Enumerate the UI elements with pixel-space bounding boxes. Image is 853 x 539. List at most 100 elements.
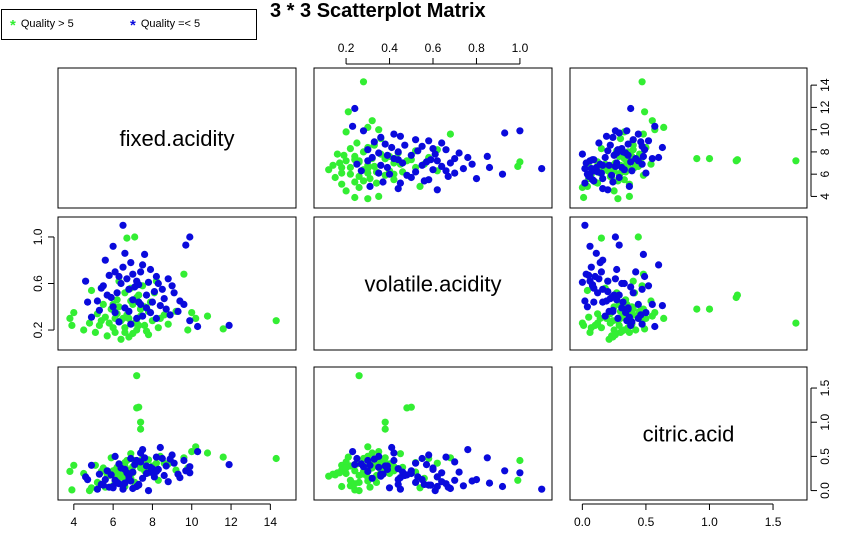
point-s1-63-r2c1: [353, 454, 361, 463]
point-s1-33-r2c0: [141, 454, 149, 462]
point-s1-3-r2c1: [501, 467, 509, 475]
point-s0-12-r0c2: [639, 130, 648, 138]
point-s1-29-r1c2: [601, 312, 609, 320]
bottom-tick-label-fixed.acidity-4: 12: [224, 515, 238, 529]
point-s1-56-r2c1: [485, 479, 494, 487]
point-s1-30-r0c1: [429, 166, 437, 174]
point-s1-56-r1c0: [121, 249, 129, 257]
point-s1-55-r0c1: [425, 137, 433, 145]
point-s0-39-r0c1: [346, 163, 354, 172]
point-s1-4-r0c1: [351, 104, 359, 113]
point-s1-42-r1c2: [583, 303, 592, 311]
panel-1-1: [313, 216, 553, 351]
point-s1-4-r1c0: [225, 321, 233, 329]
point-s0-21-r1c0: [85, 319, 94, 327]
point-s1-53-r0c1: [401, 141, 409, 149]
point-s0-5-r2c0: [135, 403, 143, 411]
point-s0-22-r0c1: [416, 182, 424, 190]
point-s1-18-r2c1: [451, 476, 459, 484]
point-s0-22-r1c2: [583, 286, 592, 295]
point-s0-68-r0c1: [333, 150, 341, 158]
point-s1-15-r0c2: [599, 185, 607, 193]
point-s0-54-r0c1: [331, 173, 339, 182]
point-s1-47-r1c0: [119, 263, 127, 271]
point-s1-3-r0c2: [615, 129, 623, 137]
point-s1-45-r1c0: [154, 279, 162, 288]
point-s1-41-r2c0: [150, 473, 158, 481]
point-s1-33-r1c0: [141, 250, 149, 258]
point-s1-48-r0c1: [364, 157, 372, 165]
point-s1-23-r1c0: [133, 277, 141, 285]
point-s0-10-r1c2: [660, 314, 668, 322]
point-s0-19-r0c1: [346, 170, 354, 178]
point-s1-26-r2c0: [162, 462, 170, 470]
bottom-tick-label-citric.acid-2: 1.0: [701, 515, 718, 529]
point-s1-34-r0c1: [388, 143, 396, 152]
point-s1-15-r0c1: [394, 185, 402, 193]
point-s1-32-r2c1: [468, 477, 476, 485]
point-s1-54-r1c0: [129, 270, 137, 278]
point-s1-62-r0c2: [614, 146, 622, 154]
point-s0-65-r2c0: [121, 459, 129, 467]
bottom-tick-label-fixed.acidity-0: 4: [70, 515, 77, 529]
point-s1-43-r0c1: [396, 179, 404, 187]
point-s1-52-r0c1: [357, 167, 365, 175]
point-s1-52-r2c1: [357, 460, 365, 468]
point-s1-16-r1c0: [87, 313, 96, 321]
point-s1-32-r1c0: [127, 259, 135, 267]
bottom-tick-label-fixed.acidity-2: 8: [149, 515, 156, 529]
point-s1-56-r1c2: [592, 249, 600, 257]
point-s1-48-r2c0: [133, 456, 141, 465]
point-s1-38-r1c0: [131, 283, 139, 291]
point-s1-8-r2c0: [158, 454, 166, 463]
point-s0-23-r1c0: [66, 314, 74, 322]
diagonal-label-volatile.acidity: volatile.acidity: [365, 272, 502, 297]
point-s1-19-r0c1: [442, 167, 450, 175]
point-s1-29-r2c0: [139, 474, 147, 482]
point-s0-58-r1c0: [117, 335, 125, 343]
point-s0-15-r2c1: [514, 476, 522, 484]
point-s1-58-r0c2: [595, 139, 603, 147]
point-s0-9-r2c0: [203, 449, 212, 457]
panel-1-2: [569, 216, 808, 351]
point-s0-55-r0c1: [340, 151, 348, 159]
point-s1-52-r1c0: [115, 318, 123, 326]
point-s1-27-r1c0: [170, 289, 178, 297]
panel-1-0: [57, 216, 297, 351]
point-s1-20-r2c1: [427, 481, 435, 489]
point-s1-5-r0c2: [651, 122, 659, 130]
point-s1-50-r2c1: [375, 463, 383, 471]
right-tick-label-fixed.acidity-4: 12: [818, 100, 832, 114]
point-s0-61-r1c0: [125, 333, 133, 341]
point-s1-18-r1c2: [597, 268, 606, 276]
point-s1-0-r2c1: [538, 485, 546, 493]
point-s0-38-r0c1: [355, 172, 363, 180]
point-s0-7-r0c1: [359, 78, 368, 86]
point-s0-12-r1c0: [180, 270, 188, 278]
diagonal-label-citric.acid: citric.acid: [643, 422, 735, 447]
point-s0-66-r1c0: [184, 326, 192, 334]
point-s1-36-r1c0: [113, 289, 121, 297]
point-s0-12-r0c1: [446, 130, 454, 138]
point-s1-56-r0c1: [485, 163, 494, 172]
point-s1-34-r0c2: [658, 143, 667, 152]
point-s1-31-r0c1: [444, 172, 452, 180]
point-s1-39-r0c2: [578, 150, 587, 158]
point-s0-63-r0c1: [346, 145, 354, 153]
point-s1-8-r2c1: [418, 454, 426, 463]
point-s0-2-r2c1: [381, 425, 389, 433]
point-s0-3-r1c2: [705, 305, 714, 313]
point-s1-57-r2c1: [464, 446, 472, 454]
point-s1-7-r0c2: [623, 127, 631, 135]
point-s0-11-r2c0: [188, 448, 196, 456]
point-s1-62-r1c0: [152, 314, 160, 322]
bottom-tick-label-fixed.acidity-1: 6: [110, 515, 117, 529]
point-s1-53-r0c2: [606, 141, 614, 149]
point-s0-47-r0c1: [338, 169, 346, 177]
point-s1-2-r2c1: [516, 469, 524, 477]
point-s0-44-r0c1: [336, 159, 344, 167]
panel-2-1: [313, 366, 553, 501]
point-s0-8-r2c0: [219, 453, 227, 461]
panel-0-1: [313, 67, 553, 209]
